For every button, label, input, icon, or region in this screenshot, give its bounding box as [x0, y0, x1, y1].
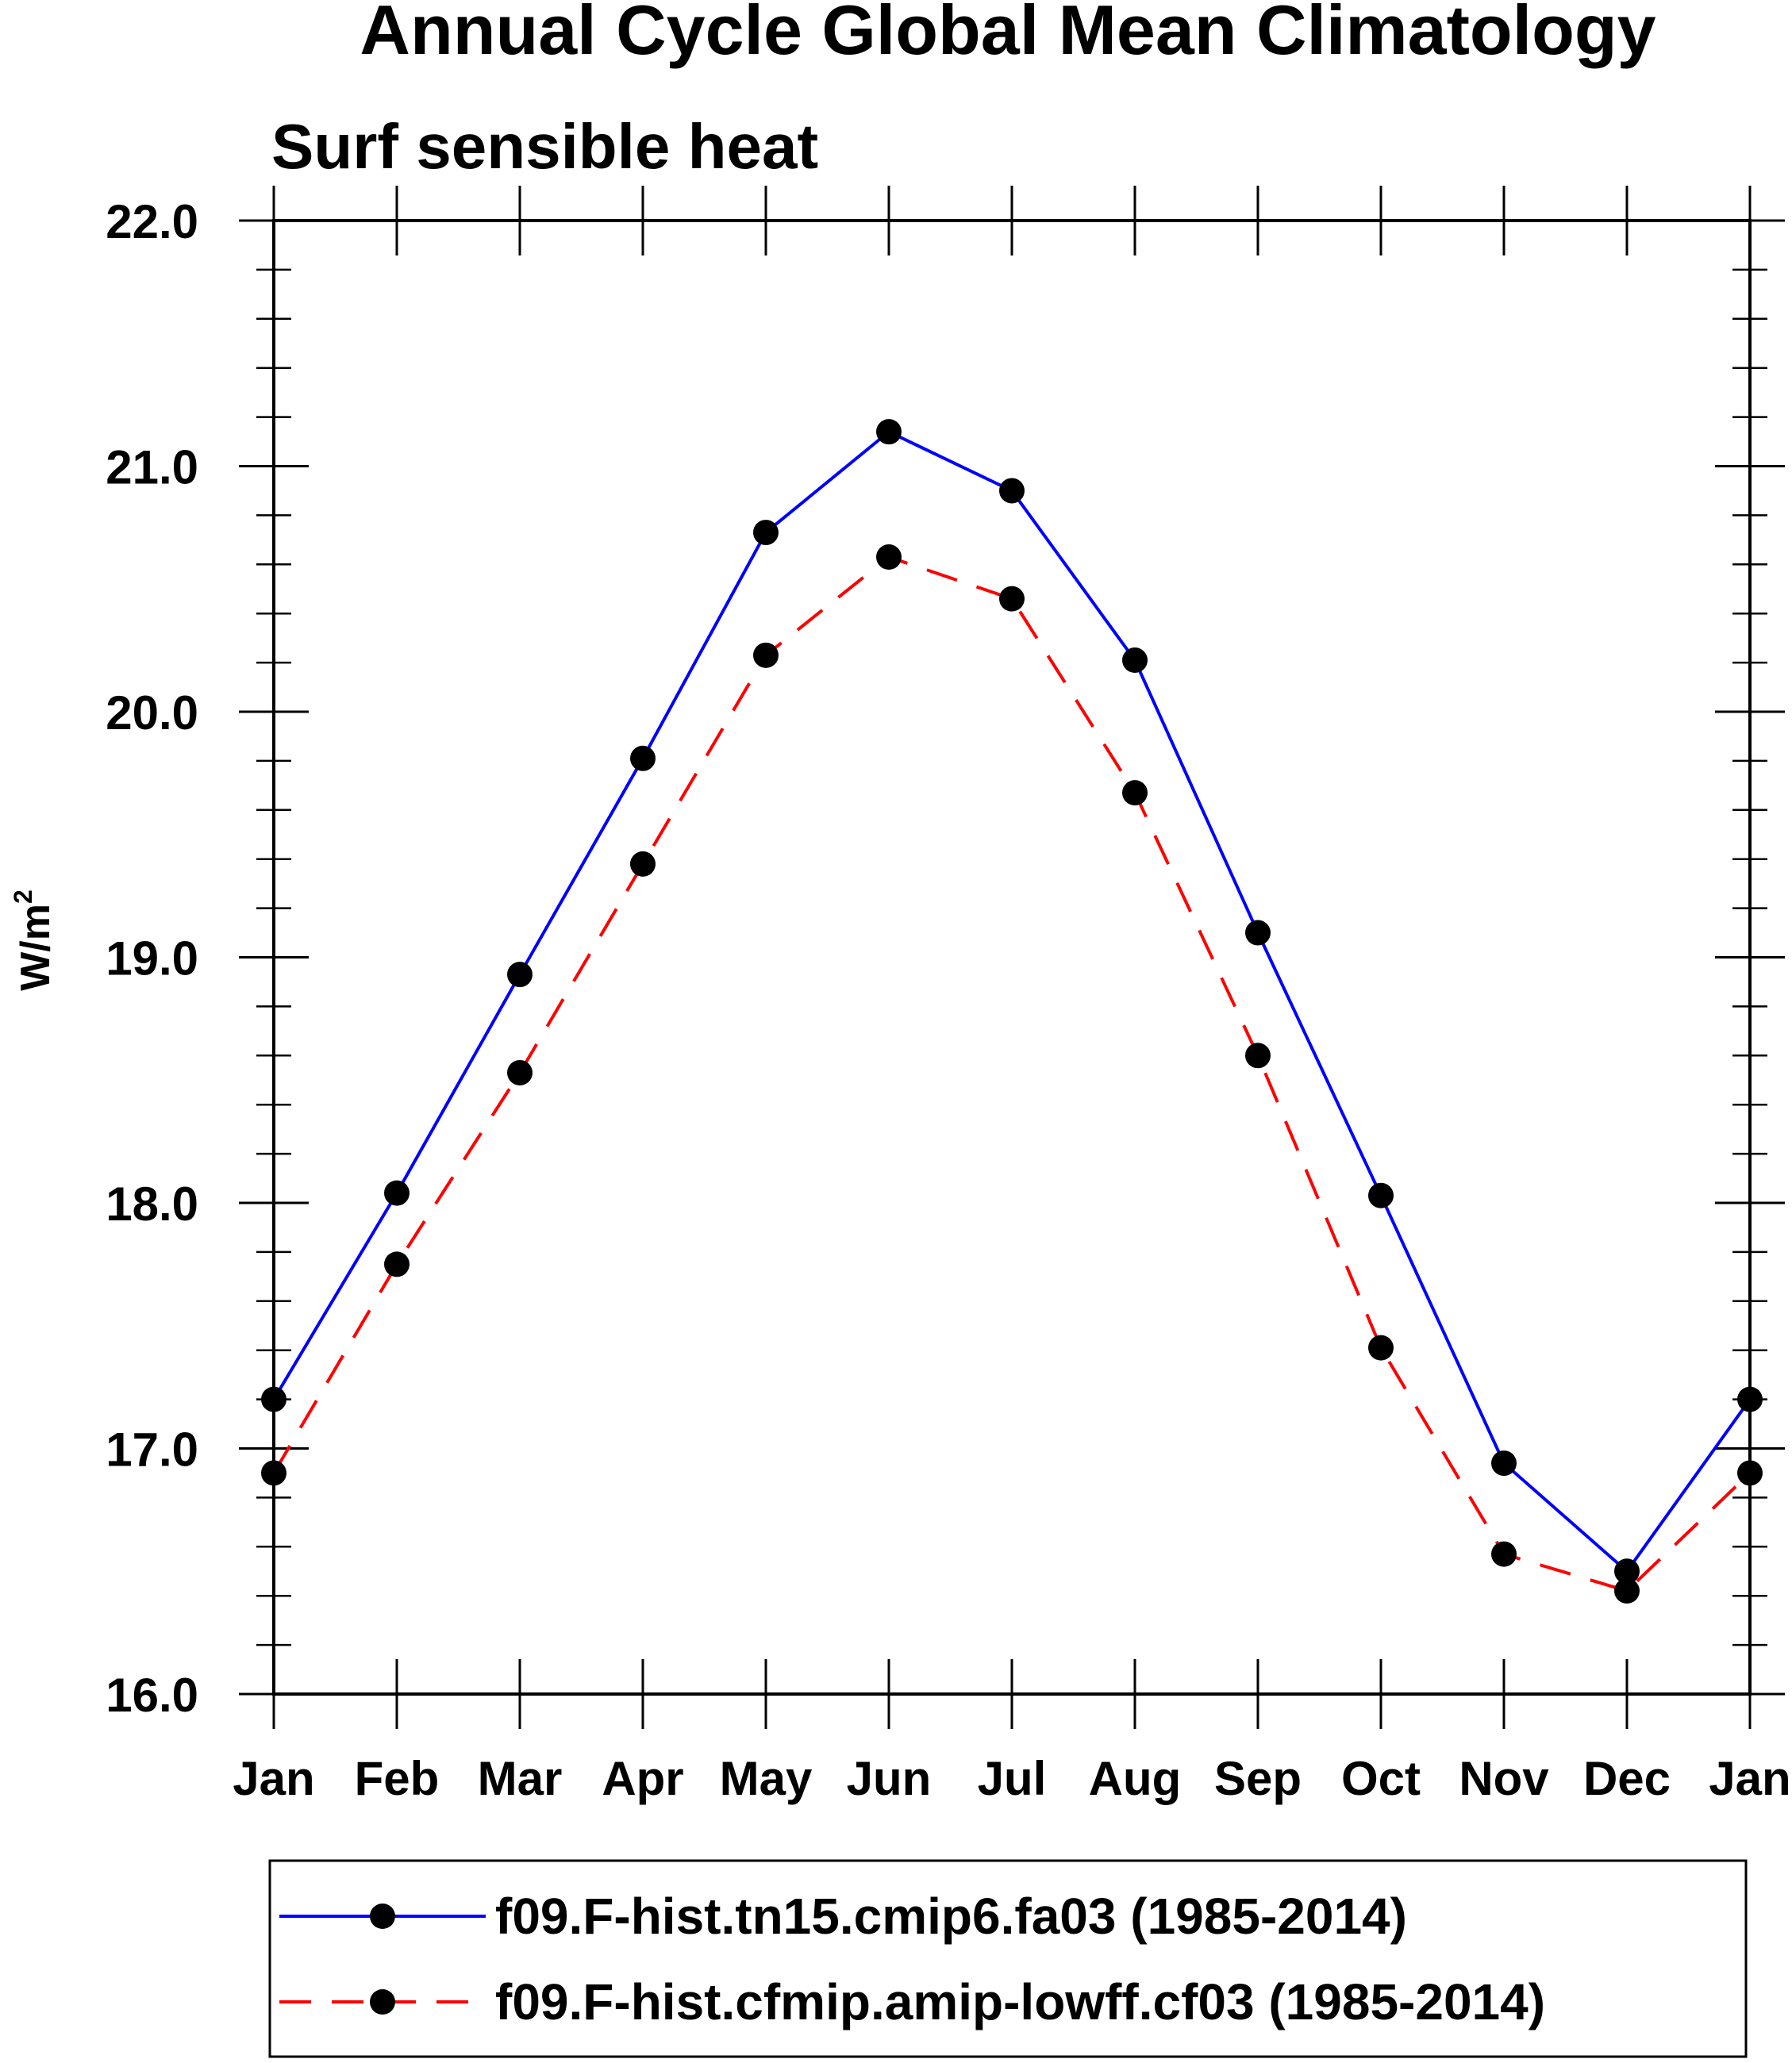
- series-layer: [261, 419, 1763, 1604]
- y-axis-label-text: W/m: [13, 904, 59, 991]
- data-point: [1368, 1335, 1394, 1361]
- data-point: [384, 1180, 410, 1206]
- x-tick-label: Mar: [478, 1752, 563, 1805]
- data-point: [507, 1059, 533, 1085]
- data-point: [1245, 920, 1271, 946]
- series-line: [272, 555, 1752, 1593]
- y-tick-label: 19.0: [106, 932, 198, 985]
- x-tick-label: Aug: [1089, 1752, 1182, 1805]
- data-point: [999, 478, 1025, 504]
- data-point: [753, 520, 779, 546]
- x-tick-label: Feb: [355, 1752, 440, 1805]
- y-tick-label: 17.0: [106, 1423, 198, 1477]
- data-point: [630, 851, 656, 877]
- svg-text:W/m2: W/m2: [9, 889, 59, 991]
- data-point: [1368, 1182, 1394, 1208]
- y-tick-label: 21.0: [106, 441, 198, 494]
- axes: Jan Feb Mar Apr May Jun Jul Aug Sep Oct Nov Dec Jan 1…: [106, 186, 1791, 1805]
- legend-frame: [268, 1859, 1748, 2058]
- legend-marker: [370, 1904, 395, 1929]
- x-tick-label: Jan: [1709, 1752, 1790, 1805]
- y-tick-label: 18.0: [106, 1177, 198, 1231]
- chart-subtitle: Surf sensible heat: [271, 111, 818, 182]
- plot-frame: [272, 219, 1752, 1696]
- x-tick-label: Apr: [602, 1752, 683, 1805]
- data-point: [999, 586, 1025, 612]
- chart-title: Annual Cycle Global Mean Climatology: [360, 0, 1655, 69]
- legend: f09.F-hist.tn15.cmip6.fa03 (1985-2014) f0…: [268, 1859, 1748, 2058]
- legend-label: f09.F-hist.tn15.cmip6.fa03 (1985-2014): [495, 1888, 1407, 1945]
- legend-items: f09.F-hist.tn15.cmip6.fa03 (1985-2014) f0…: [279, 1888, 1545, 2030]
- data-point: [1614, 1578, 1640, 1604]
- legend-item-2: f09.F-hist.cfmip.amip-lowff.cf03 (1985-2…: [279, 1973, 1545, 2030]
- data-point: [753, 642, 779, 668]
- legend-marker: [370, 1989, 395, 2015]
- legend-item-1: f09.F-hist.tn15.cmip6.fa03 (1985-2014): [279, 1888, 1407, 1945]
- data-point: [1122, 647, 1148, 674]
- data-point: [384, 1251, 410, 1277]
- series-1: [261, 419, 1763, 1585]
- data-point: [1491, 1450, 1517, 1477]
- data-point: [1491, 1541, 1517, 1567]
- series-2: [261, 544, 1763, 1604]
- y-tick-label: 22.0: [106, 195, 198, 248]
- data-point: [630, 745, 656, 771]
- data-point: [1245, 1043, 1271, 1069]
- y-tick-label: 16.0: [106, 1669, 198, 1722]
- y-tick-label: 20.0: [106, 686, 198, 740]
- data-point: [1614, 1558, 1640, 1585]
- data-point: [876, 419, 902, 445]
- x-tick-label: Jun: [847, 1752, 932, 1805]
- x-tick-label: May: [720, 1752, 813, 1805]
- data-point: [876, 544, 902, 570]
- x-tick-label: Oct: [1341, 1752, 1421, 1805]
- y-axis-label-superscript: 2: [9, 889, 37, 904]
- x-tick-label: Sep: [1214, 1752, 1302, 1805]
- x-tick-label: Jul: [978, 1752, 1047, 1805]
- data-point: [507, 962, 533, 988]
- x-tick-label: Dec: [1583, 1752, 1671, 1805]
- x-tick-label: Jan: [233, 1752, 314, 1805]
- x-tick-label: Nov: [1459, 1752, 1549, 1805]
- legend-label: f09.F-hist.cfmip.amip-lowff.cf03 (1985-2…: [495, 1973, 1545, 2030]
- y-axis-label: W/m2: [9, 889, 59, 991]
- data-point: [1122, 780, 1148, 806]
